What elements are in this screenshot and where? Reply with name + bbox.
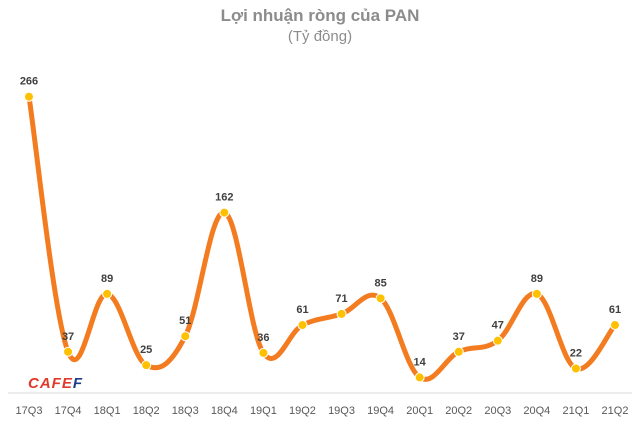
data-point	[453, 346, 464, 357]
data-point	[375, 293, 386, 304]
data-point	[258, 347, 269, 358]
data-label: 61	[609, 304, 621, 316]
x-tick-label: 21Q1	[562, 405, 589, 417]
data-point	[531, 288, 542, 299]
x-tick-label: 20Q3	[484, 405, 511, 417]
data-label: 266	[20, 76, 38, 88]
data-point	[336, 308, 347, 319]
x-tick-label: 18Q4	[211, 405, 238, 417]
data-label: 162	[215, 192, 233, 204]
x-tick-label: 17Q3	[16, 405, 43, 417]
data-label: 36	[257, 332, 269, 344]
x-tick-label: 19Q2	[289, 405, 316, 417]
series-line	[26, 94, 618, 382]
data-point	[219, 207, 230, 218]
data-label: 71	[335, 293, 347, 305]
data-label: 37	[453, 331, 465, 343]
data-label: 47	[492, 320, 504, 332]
data-point	[180, 331, 191, 342]
data-point	[24, 91, 34, 102]
x-tick-label: 19Q4	[367, 405, 394, 417]
data-label: 25	[140, 344, 152, 356]
chart-subtitle: (Tỷ đồng)	[287, 28, 353, 45]
data-point	[570, 363, 581, 374]
data-label: 51	[179, 315, 191, 327]
data-label: 89	[531, 273, 543, 285]
data-point	[63, 346, 74, 357]
x-tick-label: 20Q2	[445, 405, 472, 417]
data-label: 89	[101, 273, 113, 285]
data-label: 14	[414, 356, 427, 368]
cafef-logo: CAFEF	[28, 375, 83, 392]
data-point	[102, 288, 113, 299]
x-tick-label: 21Q2	[602, 405, 629, 417]
chart-title: Lợi nhuận ròng của PAN	[220, 6, 420, 25]
data-point	[297, 320, 308, 331]
x-tick-label: 18Q3	[172, 405, 199, 417]
logo-text-tail: F	[72, 375, 84, 392]
data-label: 61	[296, 304, 308, 316]
x-tick-label: 19Q1	[250, 405, 277, 417]
x-tick-label: 17Q4	[55, 405, 82, 417]
data-label: 85	[374, 277, 386, 289]
x-tick-label: 19Q3	[328, 405, 355, 417]
x-tick-label: 18Q1	[94, 405, 121, 417]
data-point	[141, 360, 152, 371]
logo-text-main: CAFE	[28, 375, 73, 392]
x-tick-label: 18Q2	[133, 405, 160, 417]
data-label: 22	[570, 347, 582, 359]
data-point	[414, 372, 425, 383]
data-point	[610, 320, 620, 331]
x-tick-label: 20Q1	[406, 405, 433, 417]
x-tick-label: 20Q4	[523, 405, 550, 417]
data-point	[492, 335, 503, 346]
data-label: 37	[62, 331, 74, 343]
